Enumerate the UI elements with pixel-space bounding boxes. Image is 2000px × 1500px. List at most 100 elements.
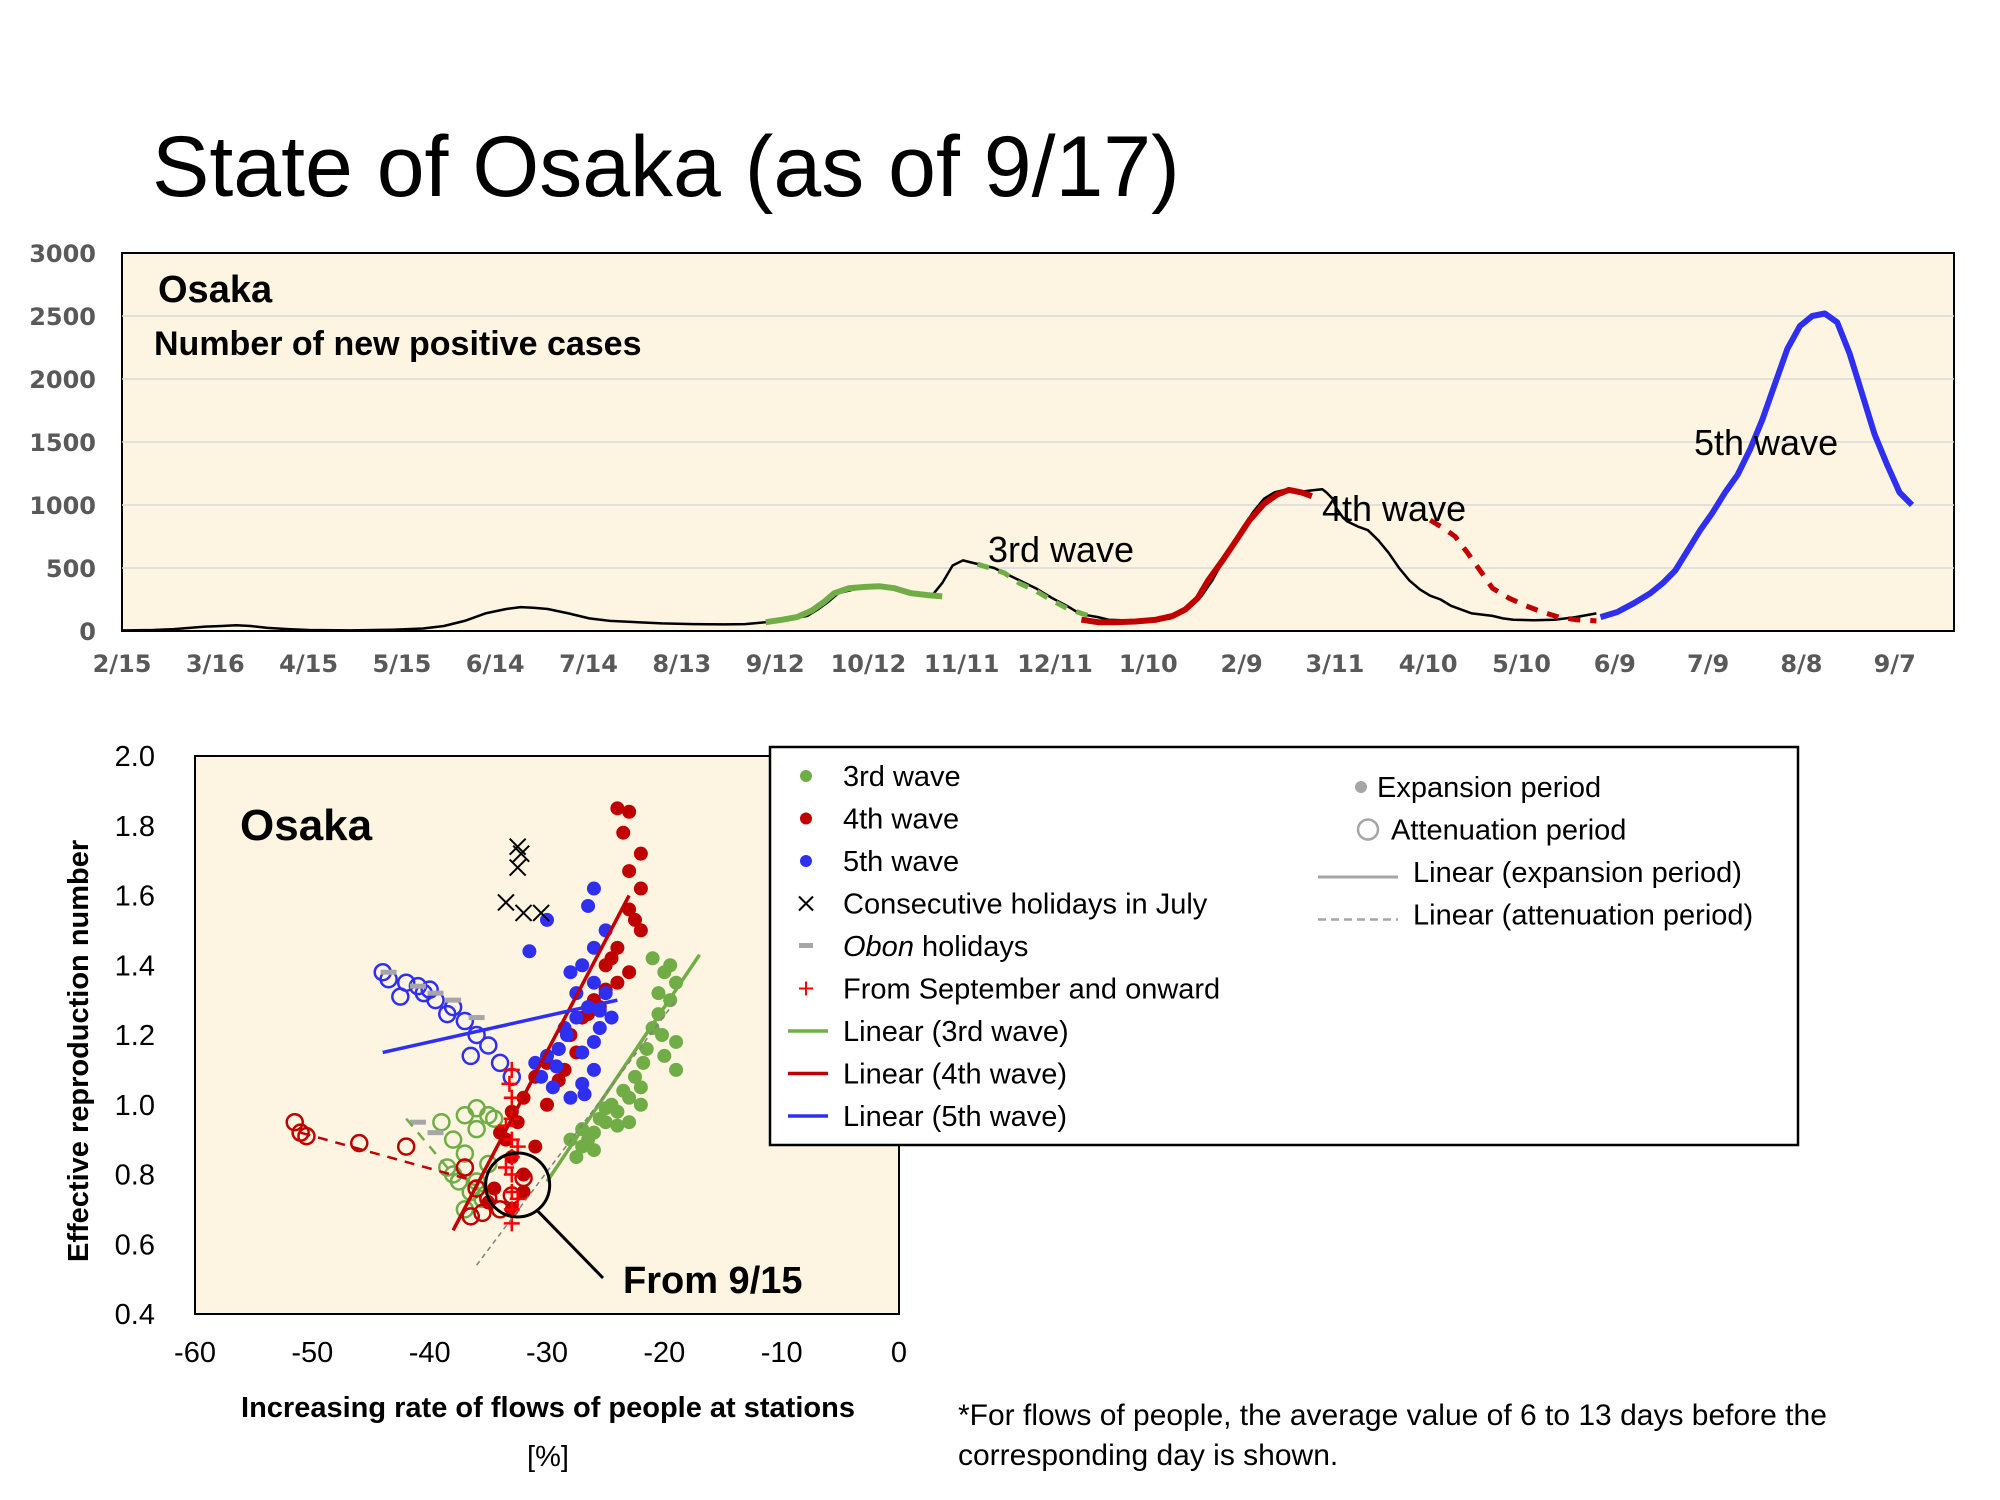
scatter-y-tick-label: 0.6 bbox=[115, 1229, 155, 1261]
scatter-x-tick-label: -30 bbox=[526, 1337, 568, 1369]
scatter-x-ticks: -60 -50 -40 -30 -20 -10 0 bbox=[174, 1337, 907, 1369]
point-3rd-wave-expansion bbox=[639, 1041, 654, 1056]
point-3rd-wave-attenuation bbox=[467, 1119, 486, 1139]
point-4th-wave-attenuation bbox=[461, 1207, 480, 1226]
point-5th-wave-expansion bbox=[575, 1045, 590, 1060]
point-consecutive-holidays bbox=[508, 858, 527, 877]
legend-label: 4th wave bbox=[843, 804, 959, 836]
top-x-tick-label: 5/10 bbox=[1492, 650, 1551, 678]
point-5th-wave-expansion bbox=[586, 940, 601, 955]
scatter-x-tick-label: -60 bbox=[174, 1337, 216, 1369]
top-y-tick-label: 1000 bbox=[29, 492, 96, 520]
scatter-x-tick-label: 0 bbox=[891, 1337, 907, 1369]
legend-label: Attenuation period bbox=[1391, 815, 1626, 847]
point-3rd-wave-expansion bbox=[569, 1150, 584, 1165]
point-4th-wave-attenuation bbox=[396, 1137, 416, 1156]
legend-marker-attenuation bbox=[1356, 818, 1380, 841]
scatter-y-tick-label: 1.2 bbox=[115, 1020, 155, 1052]
point-obon-holidays bbox=[409, 983, 426, 989]
legend-label: 3rd wave bbox=[843, 761, 961, 793]
point-3rd-wave-expansion bbox=[645, 951, 660, 966]
third-wave-label: 3rd wave bbox=[988, 529, 1134, 570]
top-chart-y-ticks: 0 500 1000 1500 2000 2500 3000 bbox=[29, 240, 96, 646]
point-5th-wave-expansion bbox=[592, 1021, 607, 1036]
fifth-wave-label: 5th wave bbox=[1694, 422, 1838, 463]
point-obon-holidays bbox=[427, 1130, 444, 1136]
scatter-y-tick-label: 0.4 bbox=[115, 1299, 155, 1331]
top-y-tick-label: 500 bbox=[46, 555, 96, 583]
point-5th-wave-expansion bbox=[586, 975, 601, 990]
scatter-x-tick-label: -20 bbox=[643, 1337, 685, 1369]
top-x-tick-label: 11/11 bbox=[924, 650, 1000, 678]
point-5th-wave-expansion bbox=[581, 898, 596, 913]
point-5th-wave-attenuation bbox=[490, 1053, 510, 1073]
top-x-tick-label: 5/15 bbox=[372, 650, 431, 678]
top-x-tick-label: 4/15 bbox=[279, 650, 338, 678]
top-y-tick-label: 2000 bbox=[29, 366, 96, 394]
point-obon-holidays bbox=[445, 997, 462, 1003]
scatter-trend-lines bbox=[300, 894, 701, 1266]
legend-marker-obon bbox=[799, 943, 813, 948]
point-4th-wave-expansion bbox=[610, 940, 625, 955]
point-4th-wave-expansion bbox=[628, 912, 642, 927]
trend-line bbox=[405, 1117, 455, 1176]
scatter-y-tick-label: 0.8 bbox=[115, 1160, 155, 1192]
point-3rd-wave-expansion bbox=[633, 1097, 648, 1112]
series-line-4th-wave-attenuation bbox=[1428, 517, 1597, 624]
trend-line bbox=[476, 999, 677, 1266]
point-5th-wave-expansion bbox=[598, 986, 613, 1001]
point-5th-wave-expansion bbox=[569, 1010, 584, 1025]
legend-label: From September and onward bbox=[843, 974, 1220, 1006]
scatter-x-axis-label: Increasing rate of flows of people at st… bbox=[241, 1392, 855, 1424]
point-3rd-wave-expansion bbox=[651, 986, 666, 1001]
top-x-tick-label: 9/7 bbox=[1874, 650, 1916, 678]
top-chart-gridlines bbox=[122, 315, 1954, 569]
trend-line bbox=[545, 953, 701, 1183]
point-4th-wave-attenuation bbox=[455, 1158, 475, 1177]
from-9-15-callout-label: From 9/15 bbox=[623, 1260, 803, 1302]
top-chart-title: Number of new positive cases bbox=[154, 325, 642, 363]
point-5th-wave-expansion bbox=[534, 1069, 549, 1084]
point-4th-wave-attenuation bbox=[473, 1203, 492, 1223]
legend-label: Expansion period bbox=[1377, 772, 1601, 804]
point-4th-wave-expansion bbox=[633, 881, 648, 896]
point-5th-wave-expansion bbox=[586, 1062, 601, 1077]
legend-marker-september bbox=[799, 981, 813, 996]
scatter-y-tick-label: 1.0 bbox=[115, 1090, 155, 1122]
series-line-base_late bbox=[1325, 491, 1597, 622]
point-4th-wave-expansion bbox=[622, 804, 637, 819]
point-obon-holidays bbox=[409, 1119, 426, 1125]
point-5th-wave-expansion bbox=[522, 944, 537, 959]
trend-line bbox=[382, 998, 618, 1055]
from-9-15-callout-circle bbox=[484, 1151, 552, 1219]
scatter-x-axis-unit: [%] bbox=[527, 1441, 569, 1473]
footnote: *For flows of people, the average value … bbox=[958, 1399, 1827, 1472]
point-5th-wave-expansion bbox=[559, 1028, 574, 1042]
legend-right-column: Expansion period Attenuation period Linear… bbox=[1318, 772, 1753, 932]
point-5th-wave-expansion bbox=[592, 1003, 607, 1018]
point-3rd-wave-attenuation bbox=[455, 1105, 475, 1125]
legend-label: 5th wave bbox=[843, 846, 959, 878]
legend-label: Linear (expansion period) bbox=[1413, 857, 1742, 889]
top-x-tick-label: 8/8 bbox=[1780, 650, 1822, 678]
point-4th-wave-expansion bbox=[610, 975, 625, 990]
trend-line bbox=[300, 1131, 477, 1183]
top-x-tick-label: 1/10 bbox=[1119, 650, 1178, 678]
point-3rd-wave-expansion bbox=[633, 1080, 648, 1095]
top-x-tick-label: 12/11 bbox=[1017, 650, 1093, 678]
point-4th-wave-expansion bbox=[610, 801, 625, 816]
point-5th-wave-expansion bbox=[586, 1034, 601, 1049]
point-5th-wave-expansion bbox=[563, 965, 578, 980]
legend-marker-4th-wave bbox=[800, 812, 812, 825]
legend-label: Linear (5th wave) bbox=[843, 1101, 1067, 1133]
point-4th-wave-expansion bbox=[604, 951, 619, 966]
point-3rd-wave-expansion bbox=[598, 1101, 613, 1116]
new-cases-chart: 0 500 1000 1500 2000 2500 3000 2/15 3/16 4/15 5/1… bbox=[29, 240, 1955, 678]
point-5th-wave-attenuation bbox=[461, 1046, 480, 1066]
point-4th-wave-attenuation bbox=[297, 1126, 316, 1146]
point-from-september bbox=[509, 1190, 526, 1207]
point-5th-wave-expansion bbox=[563, 1090, 578, 1105]
scatter-y-tick-label: 1.4 bbox=[115, 950, 155, 982]
scatter-x-tick-label: -10 bbox=[761, 1337, 803, 1369]
point-3rd-wave-expansion bbox=[622, 1115, 637, 1130]
